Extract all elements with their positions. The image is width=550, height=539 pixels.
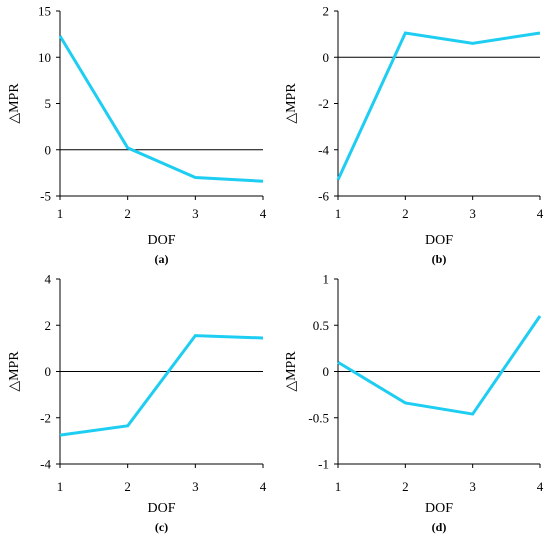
x-axis-title-d: DOF	[425, 501, 453, 516]
x-tick-label-a-2: 3	[192, 206, 199, 221]
x-tick-label-a-3: 4	[260, 206, 267, 221]
y-tick-label-d-3: 0.5	[313, 318, 329, 333]
x-tick-label-c-3: 4	[260, 479, 267, 494]
y-tick-label-b-2: -2	[318, 96, 329, 111]
x-tick-label-b-3: 4	[537, 206, 544, 221]
panel-label-c: (c)	[155, 520, 168, 534]
y-tick-label-d-1: -0.5	[308, 410, 329, 425]
y-axis-title-c: △MPR	[7, 351, 22, 392]
x-axis-title-b: DOF	[425, 233, 453, 248]
data-point-d-1	[404, 401, 407, 404]
data-point-d-2	[471, 413, 474, 416]
y-tick-label-a-4: 15	[38, 4, 51, 19]
x-tick-label-b-2: 3	[469, 206, 476, 221]
y-tick-label-c-3: 2	[45, 318, 52, 333]
x-tick-label-d-2: 3	[469, 479, 476, 494]
series-line-d	[337, 315, 542, 416]
x-tick-label-c-1: 2	[124, 479, 131, 494]
y-tick-label-b-4: 2	[323, 4, 330, 19]
x-tick-label-c-2: 3	[192, 479, 199, 494]
chart-panel-b: -6 -4 -2 0 2 1 2 3 4 DOF △MPR (b)	[284, 4, 544, 267]
y-tick-label-b-3: 0	[323, 50, 330, 65]
series-line-c	[59, 334, 264, 437]
series-line-b	[336, 31, 541, 181]
x-tick-label-d-3: 4	[537, 479, 544, 494]
y-tick-label-c-0: -4	[40, 457, 51, 472]
chart-panel-c: -4 -2 0 2 4 1 2 3 4 DOF △MPR (c)	[7, 272, 267, 535]
y-tick-label-c-1: -2	[40, 410, 51, 425]
y-tick-label-a-0: -5	[40, 189, 51, 204]
x-tick-label-b-1: 2	[402, 206, 409, 221]
x-tick-label-d-0: 1	[335, 479, 342, 494]
y-tick-label-d-2: 0	[323, 364, 330, 379]
x-tick-label-b-0: 1	[335, 206, 342, 221]
data-point-a-3	[262, 180, 265, 183]
x-tick-label-d-1: 2	[402, 479, 409, 494]
y-axis-title-d: △MPR	[284, 351, 299, 392]
panel-label-a: (a)	[155, 252, 169, 266]
data-point-a-1	[126, 146, 129, 149]
data-point-d-0	[337, 361, 340, 364]
series-line-a	[58, 35, 264, 183]
data-point-b-2	[471, 42, 474, 45]
x-tick-label-a-1: 2	[124, 206, 131, 221]
y-axis-title-a: △MPR	[7, 83, 22, 124]
data-point-d-3	[539, 315, 542, 318]
y-axis-title-b: △MPR	[284, 83, 299, 124]
data-point-c-0	[59, 434, 62, 437]
y-tick-label-c-4: 4	[45, 272, 52, 287]
x-axis-title-c: DOF	[147, 501, 175, 516]
panel-label-b: (b)	[432, 252, 447, 266]
x-tick-label-c-0: 1	[57, 479, 64, 494]
chart-panel-a: -5 0 5 10 15 1 2 3 4 DOF △MPR (a)	[7, 4, 267, 267]
x-tick-label-a-0: 1	[57, 206, 64, 221]
y-tick-label-a-1: 0	[45, 142, 52, 157]
x-axis-title-a: DOF	[147, 233, 175, 248]
y-tick-label-b-0: -6	[318, 189, 329, 204]
data-point-a-2	[194, 176, 197, 179]
y-tick-label-b-1: -4	[318, 142, 329, 157]
data-point-c-1	[126, 424, 129, 427]
y-tick-label-a-3: 10	[38, 50, 51, 65]
data-point-c-2	[194, 334, 197, 337]
data-point-b-1	[404, 31, 407, 34]
chart-panel-d: -1 -0.5 0 0.5 1 1 2 3 4 DOF △MPR (d)	[284, 272, 544, 535]
panel-label-d: (d)	[432, 520, 447, 534]
data-point-a-0	[59, 34, 62, 37]
data-point-b-0	[337, 178, 340, 181]
data-point-b-3	[539, 31, 542, 34]
y-tick-label-d-0: -1	[318, 457, 329, 472]
y-tick-label-d-4: 1	[323, 272, 330, 287]
y-tick-label-a-2: 5	[45, 96, 52, 111]
y-tick-label-c-2: 0	[45, 364, 52, 379]
data-point-c-3	[262, 336, 265, 339]
